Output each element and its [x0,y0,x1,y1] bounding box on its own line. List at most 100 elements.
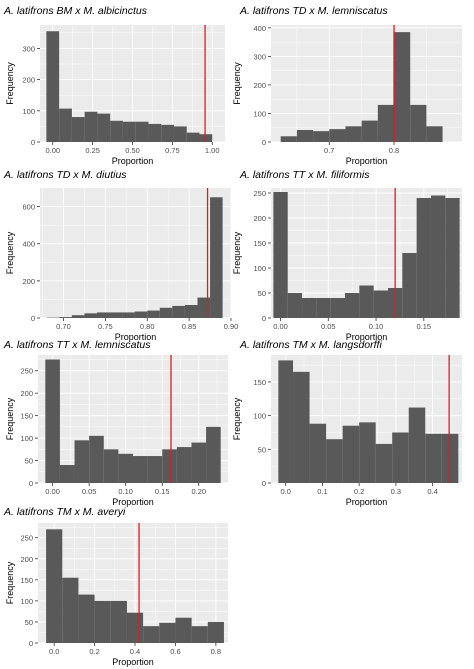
x-tick-label: 0.05 [321,322,336,331]
x-tick-label: 0.0 [49,647,59,656]
histogram-bar [71,315,85,318]
histogram-bar [78,594,95,643]
histogram-bar [118,453,133,483]
x-tick-label: 0.00 [45,487,60,496]
histogram-bar [71,117,85,142]
y-tick-label: 400 [22,240,35,249]
histogram-panel-2: A. latifrons TD x M. lemniscatus 0 100 200 3… [232,5,462,166]
histogram-bar [126,612,144,643]
y-tick-label: 150 [253,239,266,248]
histogram-bar [148,123,162,142]
histogram-bar [186,132,200,142]
y-tick-label: 50 [258,289,266,298]
panel-title: A. latifrons TT x M. lemniscatus [3,339,151,351]
x-tick-label: 0.2 [354,487,364,496]
histogram-bar [147,310,160,318]
histogram-bar [97,113,111,142]
y-tick-label: 100 [253,264,266,273]
y-tick-label: 300 [22,44,35,53]
y-tick-label: 100 [253,109,266,118]
x-tick-label: 0.6 [170,647,180,656]
histogram-bar [416,198,431,318]
x-axis-label: Proportion [346,156,388,166]
x-tick-label: 0.4 [427,487,437,496]
y-tick-label: 200 [22,277,35,286]
histogram-bar [173,126,187,142]
x-tick-label: 0.7 [324,146,334,155]
histogram-bar [425,433,442,483]
histogram-bar [159,622,176,643]
histogram-bar [59,465,75,483]
y-tick-label: 150 [20,412,33,421]
y-tick-label: 600 [22,203,35,212]
y-tick-label: 100 [22,107,35,116]
histogram-bar [207,621,224,643]
histogram-bar [402,253,417,318]
y-tick-label: 250 [20,534,33,543]
histogram-bar [110,600,127,643]
x-tick-label: 0.1 [317,487,327,496]
histogram-bar [445,198,460,318]
y-axis-label: Frequency [232,397,242,440]
histogram-bar [410,104,427,142]
x-tick-label: 0.4 [130,647,140,656]
histogram-bar [133,456,148,483]
x-axis-label: Proportion [112,657,154,667]
x-tick-label: 0.00 [273,322,288,331]
histogram-bar [359,285,374,318]
y-tick-label: 0 [29,639,33,648]
y-tick-label: 100 [20,597,33,606]
y-axis-label: Frequency [5,62,15,105]
histogram-bar [278,360,294,483]
histogram-bar [293,371,310,483]
x-tick-label: 0.75 [165,146,180,155]
x-tick-label: 1.00 [205,146,220,155]
x-tick-label: 0.8 [389,146,399,155]
x-axis-label: Proportion [112,156,154,166]
histogram-bar [122,121,136,142]
histogram-bar [309,423,327,483]
histogram-bar [329,129,346,142]
x-tick-label: 0.00 [45,146,60,155]
histogram-panel-3: A. latifrons TD x M. diutius 0 200 400 600 0.… [3,169,238,342]
y-tick-label: 300 [253,52,266,61]
histogram-bar [280,136,297,142]
x-tick-label: 0.80 [140,322,155,331]
histogram-bar [441,433,459,483]
histogram-bar [345,126,362,142]
histogram-bar [375,443,393,483]
histogram-bar [62,577,79,643]
x-tick-label: 0.90 [224,322,239,331]
y-tick-label: 150 [20,576,33,585]
histogram-bar [302,298,317,318]
histogram-panel-4: A. latifrons TT x M. filiformis 0 50 100 150… [232,169,462,342]
histogram-panel-1: A. latifrons BM x M. albicinctus 0 100 200 3… [3,5,225,166]
y-tick-label: 50 [25,457,33,466]
histogram-bar [46,529,63,643]
histogram-bar [342,425,360,483]
histogram-bar [147,456,163,483]
histogram-bar [191,626,208,643]
x-tick-label: 0.8 [211,647,221,656]
panel-title: A. latifrons BM x M. albicinctus [3,5,148,17]
histogram-bar [172,305,185,318]
histogram-panel-6: A. latifrons TM x M. langsdorffi 0 50 100 15… [232,339,462,507]
x-tick-label: 0.15 [155,487,170,496]
panel-title: A. latifrons TD x M. diutius [3,169,127,181]
x-tick-label: 0.0 [280,487,290,496]
histogram-bar [176,447,192,483]
histogram-bar [84,111,98,142]
y-tick-label: 50 [25,618,33,627]
histogram-bar [273,192,288,318]
y-axis-label: Frequency [5,231,15,274]
x-tick-label: 0.70 [56,322,71,331]
y-tick-label: 200 [253,81,266,90]
histogram-bar [373,290,388,318]
histogram-bar [59,108,72,142]
panel-title: A. latifrons TT x M. filiformis [239,169,370,181]
y-tick-label: 0 [29,479,33,488]
histogram-bar [199,134,213,142]
histogram-bar [103,449,119,483]
y-tick-label: 400 [253,24,266,33]
